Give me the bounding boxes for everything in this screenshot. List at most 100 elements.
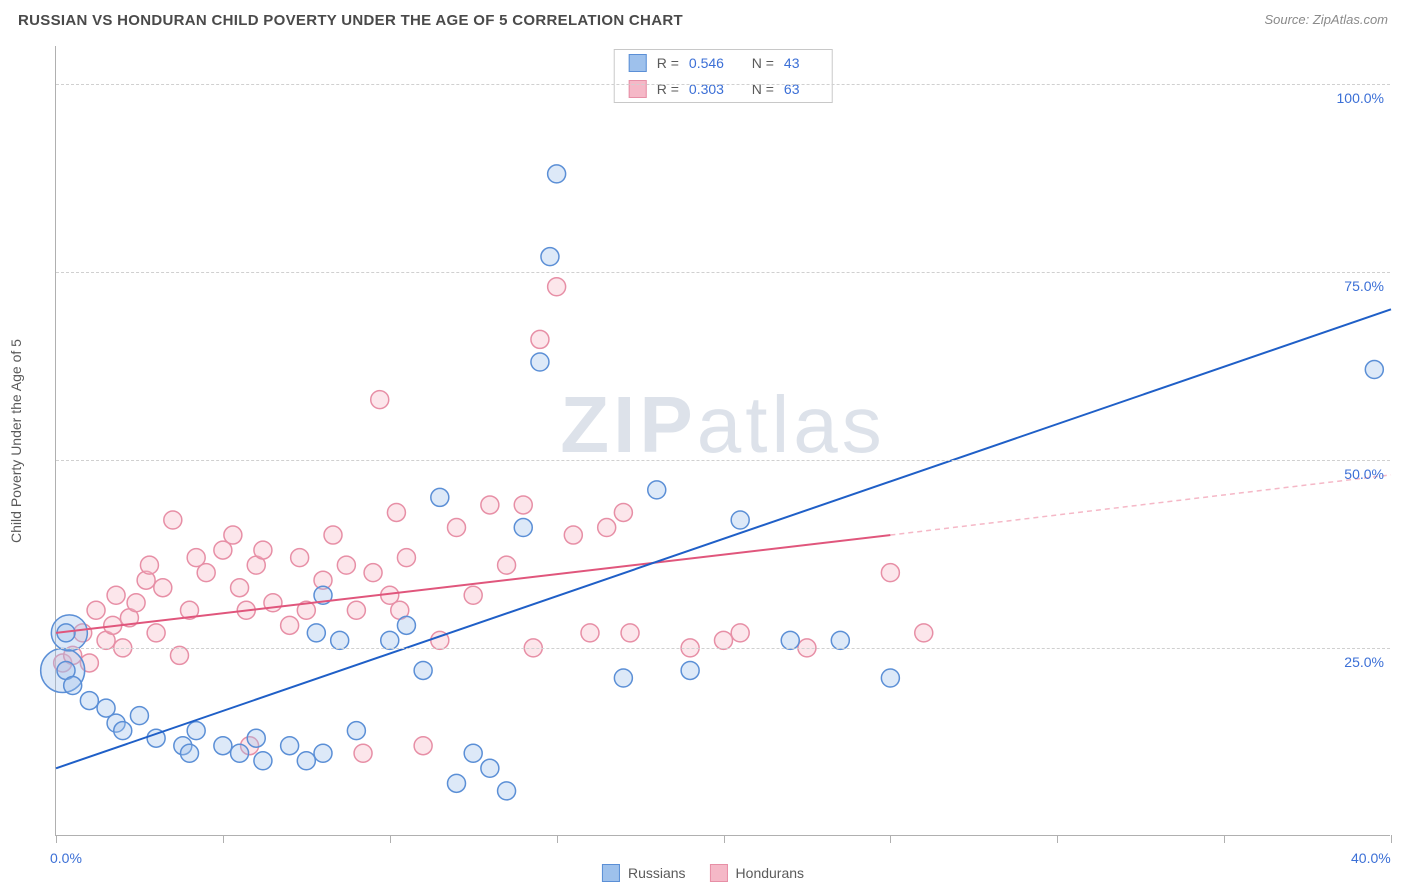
scatter-point (347, 601, 365, 619)
gridline-h (56, 84, 1390, 85)
scatter-point (307, 624, 325, 642)
x-tick (223, 835, 224, 843)
scatter-point (187, 722, 205, 740)
y-axis-label: Child Poverty Under the Age of 5 (8, 339, 24, 543)
scatter-point (514, 496, 532, 514)
scatter-point (648, 481, 666, 499)
scatter-point (231, 744, 249, 762)
trendline-hondurans-extrapolated (890, 475, 1391, 535)
y-tick-label: 25.0% (1344, 654, 1384, 670)
scatter-point (170, 646, 188, 664)
scatter-point (87, 601, 105, 619)
scatter-point (414, 661, 432, 679)
x-tick (890, 835, 891, 843)
scatter-point (364, 564, 382, 582)
x-tick (56, 835, 57, 843)
scatter-point (397, 616, 415, 634)
scatter-point (881, 564, 899, 582)
scatter-point (154, 579, 172, 597)
x-tick (1057, 835, 1058, 843)
scatter-point (140, 556, 158, 574)
scatter-point (481, 496, 499, 514)
source-attribution: Source: ZipAtlas.com (1264, 12, 1388, 27)
gridline-h (56, 272, 1390, 273)
x-tick (1391, 835, 1392, 843)
scatter-point (915, 624, 933, 642)
scatter-point (337, 556, 355, 574)
x-tick-label: 0.0% (50, 850, 82, 866)
scatter-point (731, 624, 749, 642)
y-axis-label-wrap: Child Poverty Under the Age of 5 (16, 46, 36, 836)
scatter-point (715, 631, 733, 649)
legend-swatch (602, 864, 620, 882)
scatter-point (387, 503, 405, 521)
scatter-point (831, 631, 849, 649)
legend-series-label: Russians (628, 865, 686, 881)
scatter-point (347, 722, 365, 740)
scatter-point (214, 737, 232, 755)
scatter-point (224, 526, 242, 544)
scatter-point (448, 519, 466, 537)
legend-stat-label: R = (657, 55, 679, 71)
legend-stat-value: 43 (784, 55, 800, 71)
x-tick (557, 835, 558, 843)
scatter-point (548, 165, 566, 183)
scatter-point (621, 624, 639, 642)
x-tick (1224, 835, 1225, 843)
legend-swatch (710, 864, 728, 882)
scatter-point (614, 669, 632, 687)
gridline-h (56, 648, 1390, 649)
scatter-point (881, 669, 899, 687)
x-tick (724, 835, 725, 843)
y-tick-label: 75.0% (1344, 278, 1384, 294)
scatter-point (254, 752, 272, 770)
scatter-point (781, 631, 799, 649)
scatter-point (164, 511, 182, 529)
trendline-hondurans (56, 535, 890, 633)
scatter-point (564, 526, 582, 544)
scatter-point (107, 586, 125, 604)
scatter-point (281, 616, 299, 634)
legend-swatch (629, 54, 647, 72)
legend-stats-box: R =0.546 N =43 R =0.303 N =63 (614, 49, 833, 103)
scatter-point (464, 744, 482, 762)
scatter-point (598, 519, 616, 537)
legend-series-label: Hondurans (736, 865, 805, 881)
legend-stat-row: R = 0.546 N = 43 (615, 50, 832, 76)
scatter-point (281, 737, 299, 755)
x-tick-label: 40.0% (1351, 850, 1391, 866)
scatter-point (464, 586, 482, 604)
y-tick-label: 100.0% (1337, 90, 1384, 106)
scatter-point (531, 353, 549, 371)
scatter-point (197, 564, 215, 582)
legend-stat-value: 0.546 (689, 55, 724, 71)
scatter-point (127, 594, 145, 612)
trendline-russians (56, 309, 1391, 768)
scatter-point (514, 519, 532, 537)
legend-stat-label: N = (752, 55, 774, 71)
scatter-point (414, 737, 432, 755)
scatter-point (231, 579, 249, 597)
scatter-point (147, 624, 165, 642)
scatter-point (114, 722, 132, 740)
scatter-point (381, 631, 399, 649)
x-tick (390, 835, 391, 843)
scatter-point (254, 541, 272, 559)
scatter-svg (56, 46, 1390, 835)
scatter-point (130, 707, 148, 725)
scatter-point (324, 526, 342, 544)
scatter-point (681, 661, 699, 679)
gridline-h (56, 460, 1390, 461)
scatter-point (314, 744, 332, 762)
scatter-point (581, 624, 599, 642)
scatter-point (481, 759, 499, 777)
scatter-point (498, 782, 516, 800)
scatter-point (448, 774, 466, 792)
scatter-point (354, 744, 372, 762)
scatter-point (431, 488, 449, 506)
scatter-point (181, 744, 199, 762)
scatter-point (397, 549, 415, 567)
scatter-point (331, 631, 349, 649)
legend-series-item: Russians (602, 864, 686, 882)
scatter-point (291, 549, 309, 567)
